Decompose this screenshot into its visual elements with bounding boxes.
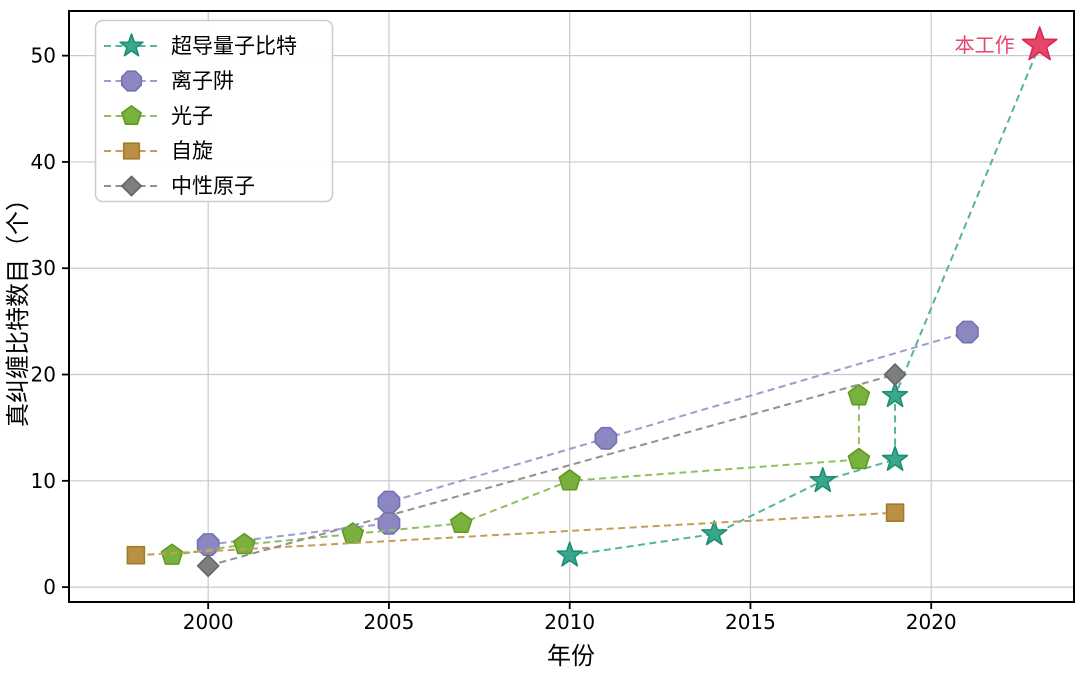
- plot-border: [68, 10, 1075, 603]
- data-point-neutral-atom-2000-2: [196, 554, 220, 578]
- data-point-spin-1998-3: [126, 545, 146, 565]
- x-tick-label-2010: 2010: [544, 610, 595, 634]
- legend-label-neutral-atom: 中性原子: [171, 174, 255, 198]
- x-tick-label-2005: 2005: [363, 610, 414, 634]
- axes-layer: 2000 2005 2010 2015 2020 0 10 20 30 40 50: [31, 10, 1075, 634]
- legend-item-superconducting-qubits: 超导量子比特: [104, 33, 297, 58]
- legend-item-spin: 自旋: [104, 139, 213, 163]
- y-tick-label-20: 20: [31, 363, 56, 387]
- x-tick-label-2015: 2015: [725, 610, 776, 634]
- data-point-superconducting-qubits-2019-12: [881, 445, 909, 471]
- data-point-ion-trap-2021-24: [955, 320, 979, 344]
- y-tick-label-0: 0: [43, 575, 56, 599]
- series-line-spin: [135, 511, 896, 557]
- data-point-photon-2018-12: [847, 447, 871, 470]
- this-work-label: 本工作: [955, 33, 1015, 57]
- data-point-superconducting-qubits-2010-3: [556, 541, 583, 567]
- annotation-layer: 本工作: [955, 26, 1058, 61]
- series-line-superconducting-qubits: [569, 44, 1041, 557]
- data-point-ion-trap-2005-8: [377, 490, 401, 514]
- legend-marker-ion-trap: [120, 70, 143, 92]
- data-point-photon-2018-18: [847, 383, 871, 406]
- legend-item-ion-trap: 离子阱: [104, 69, 234, 93]
- y-tick-label-40: 40: [31, 150, 56, 174]
- data-point-neutral-atom-2019-20: [883, 363, 907, 386]
- legend-item-photon: 光子: [104, 104, 213, 128]
- legend-marker-superconducting-qubits: [119, 33, 144, 57]
- data-point-spin-2019-7: [885, 503, 905, 523]
- legend-marker-neutral-atom: [121, 175, 142, 197]
- legend-marker-photon: [121, 105, 142, 125]
- legend-label-spin: 自旋: [171, 139, 213, 163]
- data-point-photon-2007-6: [449, 511, 473, 534]
- data-point-superconducting-qubits-2017-10: [809, 467, 836, 493]
- data-point-superconducting-qubits-2014-5: [701, 520, 728, 546]
- data-point-superconducting-qubits-2019-18: [881, 381, 909, 408]
- data-point-ion-trap-2011-14: [594, 426, 618, 450]
- series-layer: [126, 44, 1041, 578]
- legend-marker-spin: [122, 142, 141, 160]
- x-tick-label-2020: 2020: [906, 610, 957, 634]
- y-axis-title: 真纠缠比特数目（个）: [4, 187, 32, 427]
- y-tick-label-10: 10: [31, 469, 56, 493]
- series-line-neutral-atom: [207, 373, 896, 567]
- legend-item-neutral-atom: 中性原子: [104, 174, 255, 198]
- x-tick-label-2000: 2000: [183, 610, 234, 634]
- series-line-ion-trap: [208, 331, 968, 546]
- legend-label-photon: 光子: [171, 104, 213, 128]
- series-line-photon: [171, 395, 860, 557]
- this-work-star-marker: [1021, 26, 1058, 61]
- x-axis-title: 年份: [547, 642, 595, 670]
- legend-label-superconducting-qubits: 超导量子比特: [171, 34, 297, 58]
- legend-label-ion-trap: 离子阱: [171, 69, 234, 93]
- data-point-ion-trap-2000-4: [196, 533, 220, 557]
- y-tick-label-50: 50: [31, 44, 56, 68]
- data-point-photon-2001-4: [233, 532, 256, 555]
- legend-box: [94, 19, 334, 203]
- data-point-photon-2010-10: [558, 469, 581, 491]
- y-tick-label-30: 30: [31, 256, 56, 280]
